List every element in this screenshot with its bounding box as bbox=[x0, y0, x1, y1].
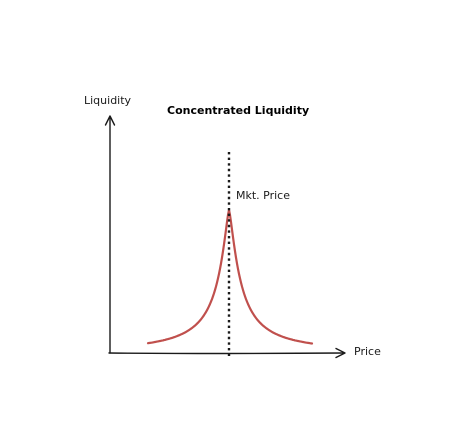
x-axis-label: Price bbox=[354, 345, 381, 358]
y-axis-arrow bbox=[104, 115, 116, 126]
x-axis bbox=[108, 352, 344, 355]
market-price-annotation: Mkt. Price bbox=[236, 189, 290, 202]
x-axis-arrow bbox=[335, 347, 346, 359]
chart-title: Concentrated Liquidity bbox=[167, 104, 309, 117]
y-axis-label: Liquidity bbox=[84, 94, 132, 107]
